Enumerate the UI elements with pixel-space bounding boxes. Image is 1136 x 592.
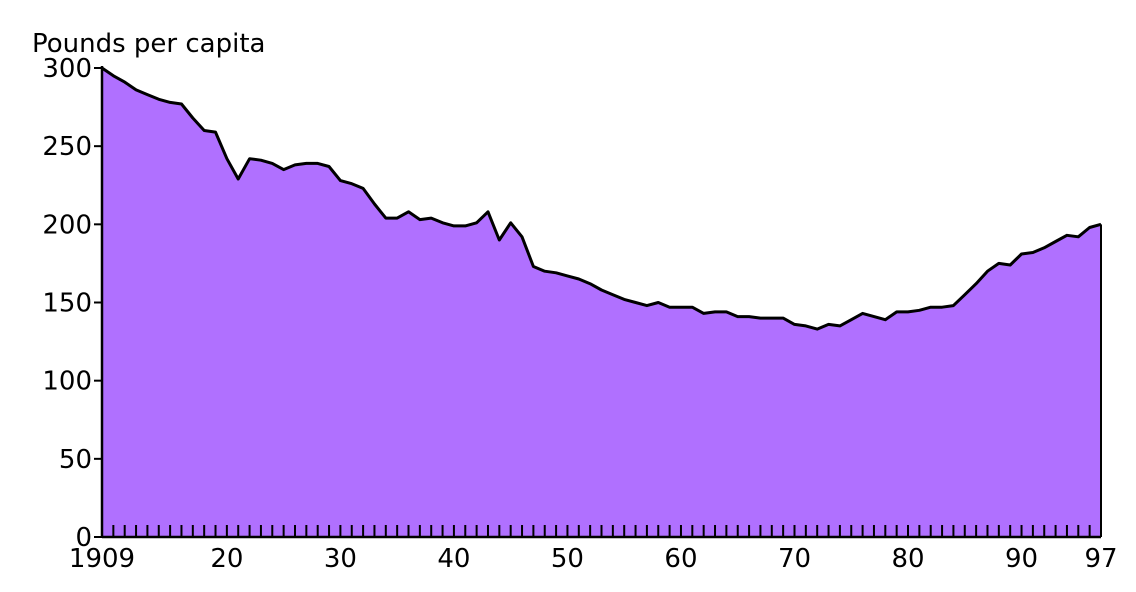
y-tick-label: 200 bbox=[42, 210, 92, 240]
x-tick-label: 80 bbox=[891, 544, 924, 574]
y-axis-label: Pounds per capita bbox=[32, 29, 265, 59]
series-line bbox=[101, 66, 1102, 331]
area-fill bbox=[102, 68, 1101, 537]
x-tick-label: 70 bbox=[778, 544, 811, 574]
y-tick-label: 0 bbox=[75, 523, 92, 553]
x-tick-label: 50 bbox=[551, 544, 584, 574]
x-tick-label: 40 bbox=[437, 544, 470, 574]
y-tick-label: 250 bbox=[42, 132, 92, 162]
x-tick-label: 20 bbox=[210, 544, 243, 574]
y-tick-label: 100 bbox=[42, 367, 92, 397]
x-tick-label: 30 bbox=[324, 544, 357, 574]
x-tick-label: 97 bbox=[1084, 544, 1117, 574]
y-tick-label: 150 bbox=[42, 289, 92, 319]
x-tick-label: 60 bbox=[664, 544, 697, 574]
x-tick-label: 1909 bbox=[69, 544, 135, 574]
y-tick-label: 50 bbox=[59, 445, 92, 475]
x-tick-label: 90 bbox=[1005, 544, 1038, 574]
y-tick-label: 300 bbox=[42, 54, 92, 84]
